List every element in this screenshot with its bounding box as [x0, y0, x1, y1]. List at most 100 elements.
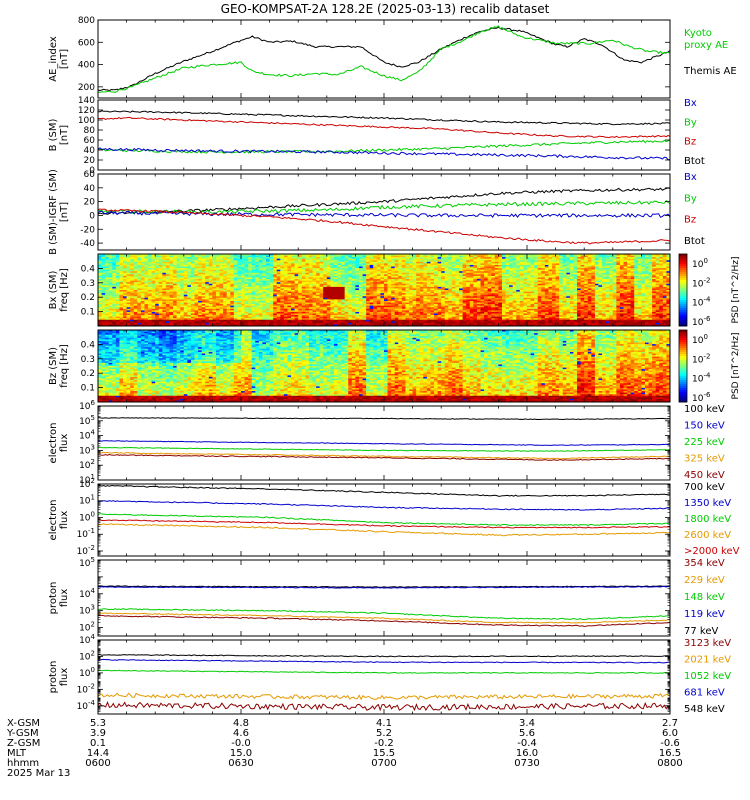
spectrogram-cell [251, 277, 256, 280]
spectrogram-cell [262, 261, 267, 264]
spectrogram-cell [398, 266, 403, 269]
spectrogram-cell [98, 260, 102, 263]
spectrogram-cell [355, 311, 360, 314]
spectrogram-cell [123, 261, 128, 264]
spectrogram-cell [355, 319, 360, 322]
spectrogram-cell [333, 255, 338, 258]
spectrogram-cell [401, 305, 406, 308]
spectrogram-cell [355, 305, 360, 308]
spectrogram-cell [244, 271, 249, 274]
spectrogram-cell [437, 280, 442, 283]
spectrogram-cell [394, 288, 399, 291]
spectrogram-cell [394, 300, 399, 303]
spectrogram-cell [373, 304, 378, 307]
spectrogram-cell [183, 258, 188, 261]
spectrogram-cell [355, 307, 360, 310]
spectrogram-cell [158, 279, 163, 282]
spectrogram-cell [451, 285, 456, 288]
spectrogram-cell [444, 321, 449, 324]
spectrogram-cell [434, 293, 439, 296]
spectrogram-cell [183, 271, 188, 274]
spectrogram-cell [291, 319, 296, 322]
spectrogram-cell [398, 304, 403, 307]
spectrogram-cell [419, 258, 424, 261]
spectrogram-cell [373, 300, 378, 303]
spectrogram-cell [119, 291, 124, 294]
spectrogram-cell [416, 297, 421, 300]
spectrogram-cell [373, 322, 378, 325]
spectrogram-cell [366, 282, 371, 285]
spectrogram-cell [241, 305, 245, 308]
spectrogram-cell [180, 315, 185, 318]
spectrogram-cell [158, 307, 163, 310]
spectrogram-cell [319, 266, 324, 269]
spectrogram-cell [441, 315, 446, 318]
spectrogram-cell [201, 302, 206, 305]
spectrogram-cell [358, 260, 363, 263]
spectrogram-cell [373, 271, 378, 274]
spectrogram-cell [326, 307, 331, 310]
spectrogram-cell [215, 293, 220, 296]
spectrogram-cell [384, 308, 388, 311]
spectrogram-cell [173, 264, 178, 267]
spectrogram-cell [173, 272, 178, 275]
spectrogram-cell [441, 322, 446, 325]
spectrogram-cell [133, 310, 138, 313]
spectrogram-cell [351, 269, 356, 272]
spectrogram-cell [337, 321, 342, 324]
spectrogram-cell [337, 322, 342, 325]
spectrogram-cell [180, 305, 185, 308]
spectrogram-cell [373, 257, 378, 260]
spectrogram-cell [380, 264, 385, 267]
spectrogram-cell [308, 272, 313, 275]
spectrogram-cell [358, 271, 363, 274]
spectrogram-cell [126, 296, 131, 299]
spectrogram-cell [301, 300, 306, 303]
spectrogram-cell [305, 275, 310, 278]
spectrogram-cell [130, 258, 135, 261]
spectrogram-cell [337, 257, 342, 260]
spectrogram-cell [401, 307, 406, 310]
spectrogram-cell [223, 269, 228, 272]
spectrogram-cell [108, 315, 113, 318]
spectrogram-cell [287, 288, 292, 291]
spectrogram-cell [401, 311, 406, 314]
spectrogram-cell [119, 297, 124, 300]
spectrogram-cell [412, 260, 417, 263]
spectrogram-cell [237, 313, 242, 316]
spectrogram-cell [176, 279, 181, 282]
spectrogram-cell [337, 300, 342, 303]
spectrogram-cell [215, 272, 220, 275]
spectrogram-cell [466, 269, 471, 272]
spectrogram-cell [344, 315, 349, 318]
spectrogram-cell [351, 294, 356, 297]
spectrogram-cell [330, 285, 335, 288]
spectrogram-cell [108, 299, 113, 302]
spectrogram-cell [205, 307, 210, 310]
spectrogram-cell [115, 275, 120, 278]
spectrogram-cell [308, 294, 313, 297]
spectrogram-cell [165, 297, 170, 300]
spectrogram-cell [123, 283, 128, 286]
spectrogram-cell [444, 271, 449, 274]
spectrogram-cell [451, 288, 456, 291]
spectrogram-cell [369, 275, 374, 278]
spectrogram-cell [165, 305, 170, 308]
spectrogram-cell [112, 302, 117, 305]
spectrogram-cell [380, 286, 385, 289]
spectrogram-cell [308, 296, 313, 299]
spectrogram-cell [287, 304, 292, 307]
spectrogram-cell [287, 269, 292, 272]
spectrogram-cell [448, 291, 453, 294]
spectrogram-cell [230, 300, 235, 303]
spectrogram-cell [101, 266, 106, 269]
spectrogram-cell [162, 319, 167, 322]
spectrogram-cell [351, 277, 356, 280]
spectrogram-cell [323, 307, 328, 310]
spectrogram-cell [173, 280, 178, 283]
spectrogram-cell [419, 266, 424, 269]
spectrogram-cell [301, 296, 306, 299]
spectrogram-cell [298, 272, 303, 275]
spectrogram-cell [330, 296, 335, 299]
spectrogram-cell [158, 315, 163, 318]
